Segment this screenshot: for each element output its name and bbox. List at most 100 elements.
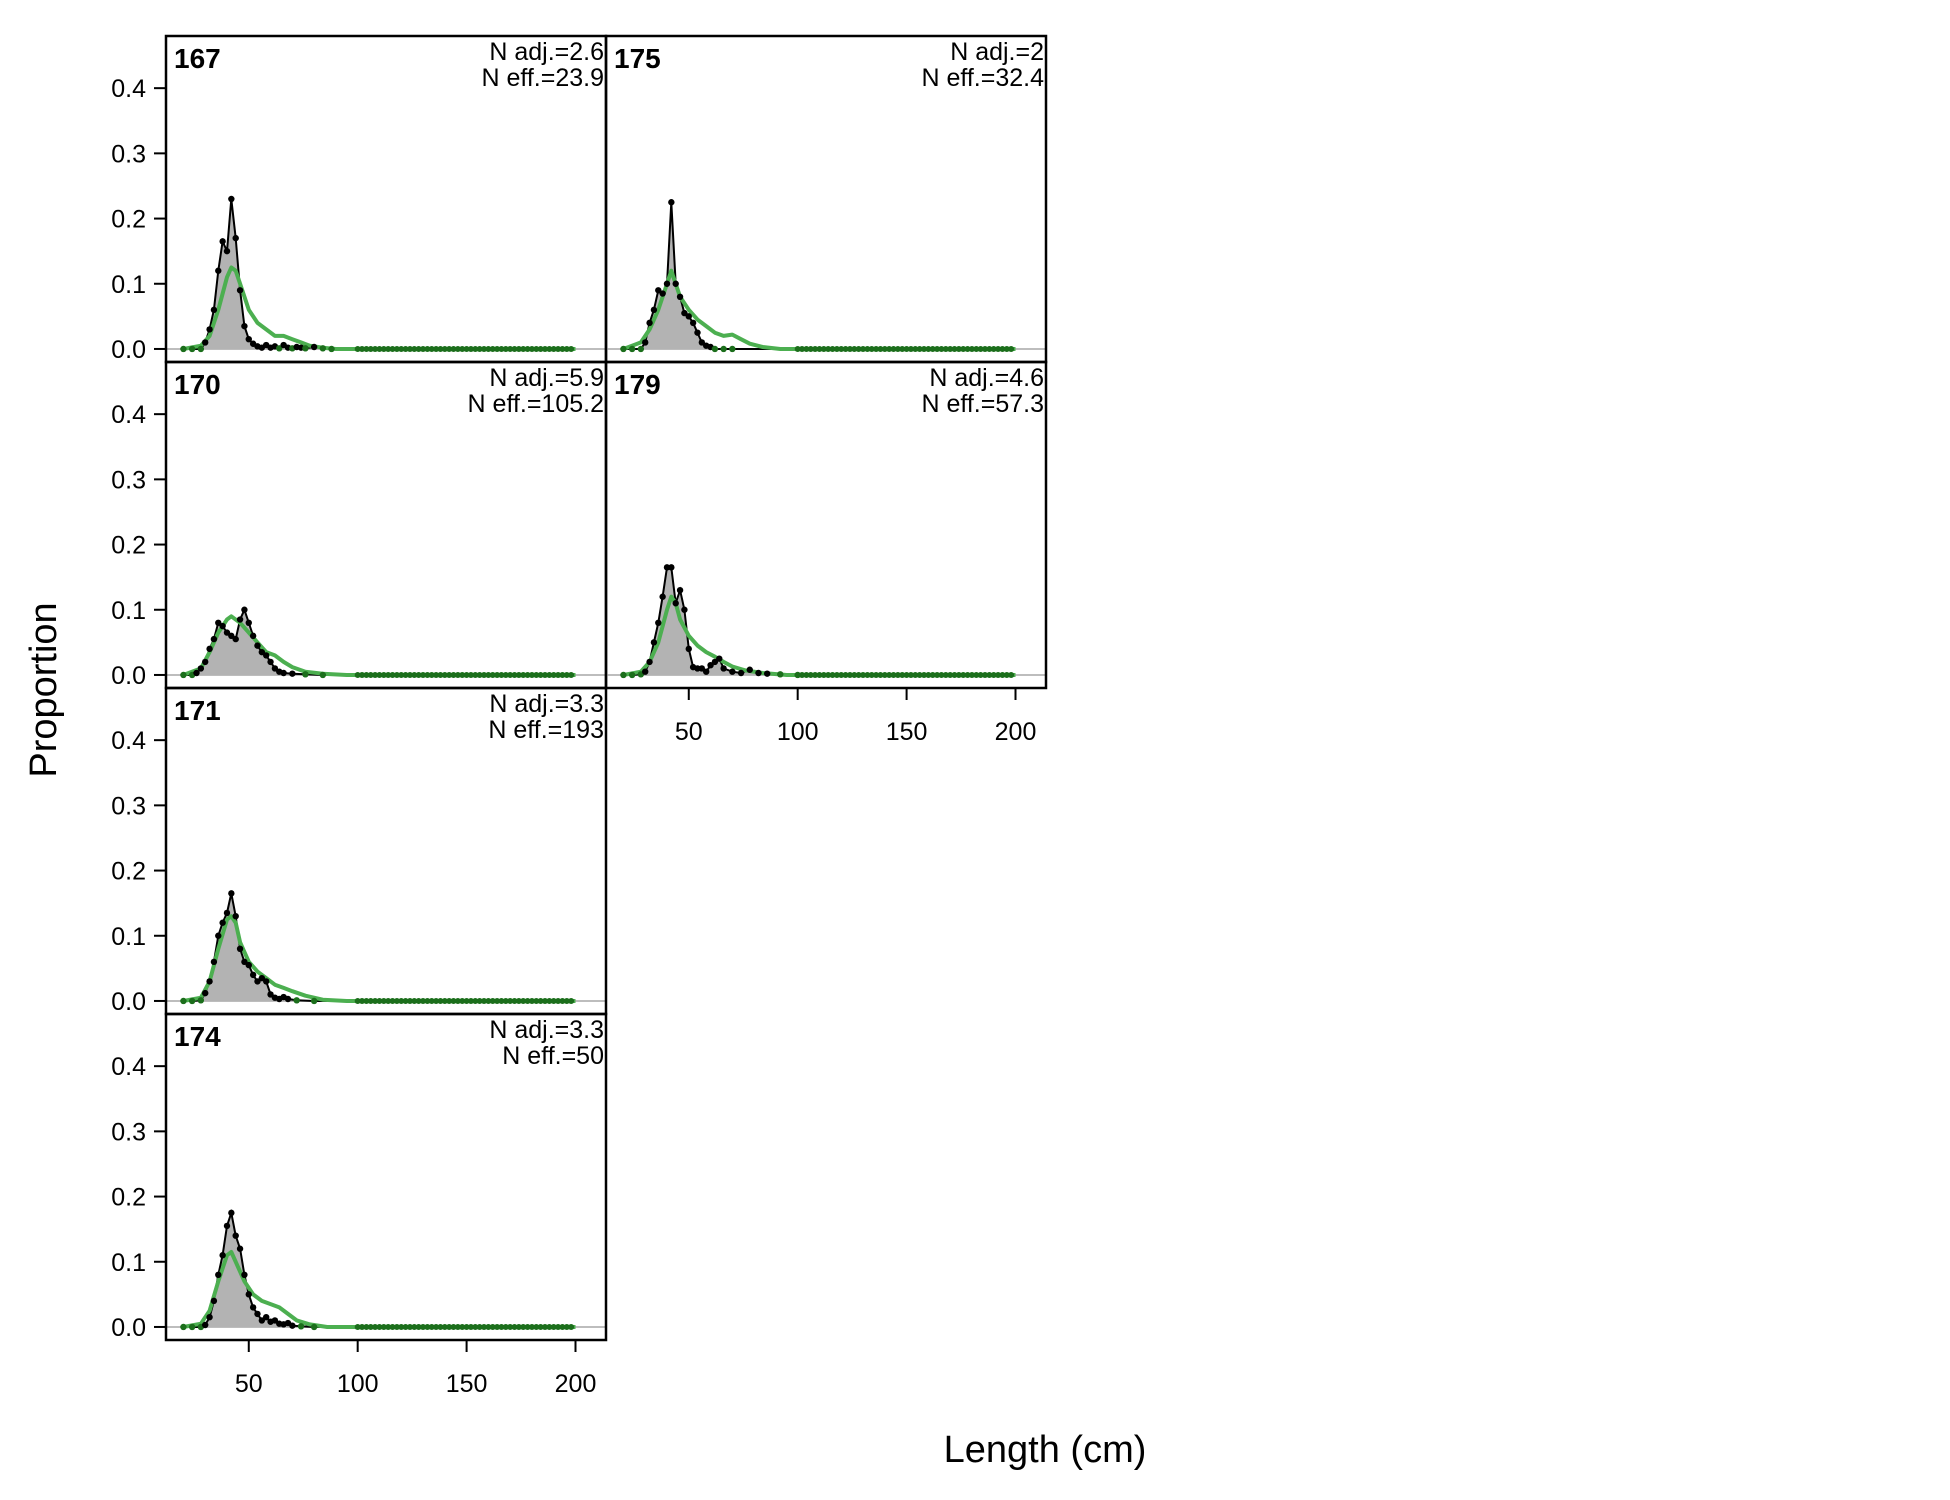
observed-point xyxy=(202,339,209,346)
zero-point xyxy=(393,1323,400,1330)
zero-point xyxy=(812,671,819,678)
observed-point xyxy=(219,919,226,926)
zero-point xyxy=(550,997,557,1004)
observed-point xyxy=(302,671,309,678)
zero-point xyxy=(820,345,827,352)
n-eff-text: N eff.=193 xyxy=(488,716,604,744)
zero-point xyxy=(899,345,906,352)
zero-point xyxy=(398,997,405,1004)
observed-point xyxy=(620,671,627,679)
panel-frame xyxy=(604,360,1048,690)
observed-point xyxy=(685,313,692,320)
observed-point xyxy=(206,978,213,985)
observed-point xyxy=(197,665,205,672)
zero-point xyxy=(454,997,461,1004)
expected-line xyxy=(183,1250,576,1329)
observed-point xyxy=(228,890,235,897)
zero-point xyxy=(995,671,1002,678)
zero-point xyxy=(380,345,387,352)
zero-point xyxy=(485,997,492,1004)
zero-point xyxy=(411,1323,418,1330)
zero-point xyxy=(502,671,509,678)
zero-point xyxy=(467,671,474,678)
zero-point xyxy=(886,671,893,678)
zero-point xyxy=(415,997,422,1004)
y-tick-label: 0.4 xyxy=(111,401,146,429)
zero-point xyxy=(454,671,461,678)
zero-point xyxy=(520,1323,527,1330)
zero-point xyxy=(829,345,836,352)
zero-point xyxy=(511,1323,518,1330)
zero-point xyxy=(424,997,431,1004)
zero-point xyxy=(1003,345,1010,352)
zero-point xyxy=(890,671,897,678)
observed-point xyxy=(197,345,205,353)
zero-point xyxy=(398,345,405,352)
zero-point xyxy=(842,345,849,352)
zero-point xyxy=(398,1323,405,1330)
zero-point xyxy=(912,671,919,678)
zero-point xyxy=(864,345,871,352)
zero-point xyxy=(563,671,570,678)
zero-point xyxy=(568,671,575,678)
y-tick-label: 0.0 xyxy=(111,988,146,1016)
n-adj-text: N adj.=2 xyxy=(950,38,1044,66)
zero-point xyxy=(498,997,505,1004)
zero-point xyxy=(934,671,941,678)
zero-point xyxy=(424,1323,431,1330)
observed-point xyxy=(210,635,218,643)
y-tick-label: 0.4 xyxy=(111,75,146,103)
observed-point xyxy=(763,670,771,677)
x-tick-label: 150 xyxy=(886,718,928,746)
zero-point xyxy=(807,345,814,352)
zero-point xyxy=(393,671,400,678)
zero-point xyxy=(454,1323,461,1330)
zero-point xyxy=(494,345,501,352)
expected-line xyxy=(622,268,1016,351)
observed-point xyxy=(223,1222,231,1230)
zero-point xyxy=(951,345,958,352)
zero-point xyxy=(550,345,557,352)
zero-point xyxy=(415,671,422,678)
zero-point xyxy=(507,345,514,352)
zero-point xyxy=(433,345,440,352)
observed-point xyxy=(188,1323,196,1331)
zero-point xyxy=(546,345,553,352)
y-tick-label: 0.4 xyxy=(111,1053,146,1081)
zero-point xyxy=(951,671,958,678)
zero-point xyxy=(555,345,562,352)
panel-frame xyxy=(164,1012,608,1342)
observed-point xyxy=(659,593,666,600)
zero-point xyxy=(424,345,431,352)
observed-point xyxy=(642,339,649,346)
zero-point xyxy=(881,671,888,678)
zero-point xyxy=(354,997,361,1004)
zero-point xyxy=(459,345,466,352)
zero-point xyxy=(947,671,954,678)
zero-point xyxy=(354,1323,361,1330)
n-eff-text: N eff.=32.4 xyxy=(921,64,1044,92)
zero-point xyxy=(846,345,853,352)
observed-point xyxy=(206,326,213,333)
zero-point xyxy=(380,671,387,678)
zero-point xyxy=(938,345,945,352)
observed-area xyxy=(623,202,1016,349)
zero-point xyxy=(955,345,962,352)
zero-point xyxy=(437,671,444,678)
observed-point xyxy=(698,339,706,346)
zero-point xyxy=(433,1323,440,1330)
observed-point xyxy=(729,345,736,353)
observed-point xyxy=(646,319,653,327)
zero-point xyxy=(877,345,884,352)
observed-point xyxy=(232,234,239,242)
zero-point xyxy=(925,345,932,352)
zero-point xyxy=(546,671,553,678)
observed-point xyxy=(707,661,714,669)
y-tick-label: 0.0 xyxy=(111,336,146,364)
zero-point xyxy=(982,671,989,678)
zero-point xyxy=(511,345,518,352)
y-tick-label: 0.3 xyxy=(111,792,146,820)
observed-point xyxy=(681,606,688,613)
zero-point xyxy=(546,1323,553,1330)
zero-point xyxy=(463,997,470,1004)
